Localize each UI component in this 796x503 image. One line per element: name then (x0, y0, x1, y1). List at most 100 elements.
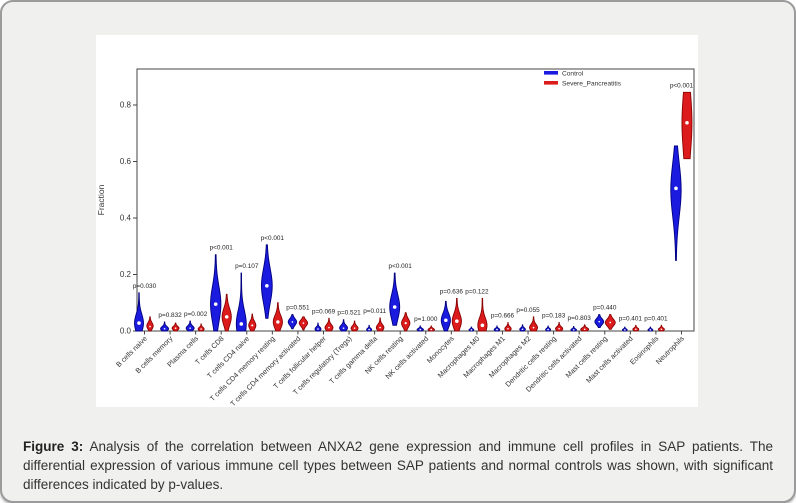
p-value-label: p=0.521 (337, 310, 361, 317)
legend-swatch (544, 71, 558, 75)
p-value-label: p=0.666 (491, 313, 515, 320)
p-value-label: p=0.183 (542, 313, 566, 320)
median-dot (189, 327, 191, 329)
median-dot (251, 324, 254, 327)
p-value-label: p=0.551 (286, 305, 310, 312)
violin-control (647, 326, 654, 332)
p-value-label: p=1.000 (414, 316, 438, 323)
violin-control (185, 320, 195, 332)
y-axis-label: Fraction (96, 184, 106, 215)
p-value-label: p<0.001 (210, 245, 234, 252)
p-value-label: p=0.122 (465, 289, 489, 296)
median-dot (419, 328, 422, 331)
median-dot (547, 328, 549, 331)
y-tick-label: 0.6 (120, 157, 132, 166)
violin-control (545, 325, 552, 332)
median-dot (317, 328, 319, 330)
median-dot (572, 329, 575, 331)
legend-item: Severe_Pancreatitis (544, 80, 622, 87)
p-value-label: p<0.001 (261, 235, 285, 242)
p-value-label: p=0.011 (363, 308, 386, 315)
violin-control (519, 324, 526, 332)
median-dot (609, 321, 612, 324)
chart-panel: 0.0 0.2 0.4 0.6 0.8 Fraction Control Severe_Pan… (96, 35, 698, 407)
p-value-label: p<0.001 (670, 82, 694, 89)
violin-control (134, 292, 144, 332)
violin-control (366, 324, 373, 332)
p-value-label: p<0.001 (389, 263, 413, 270)
median-dot (276, 320, 280, 324)
median-dot (674, 186, 678, 191)
violin-control (416, 325, 424, 332)
median-dot (174, 327, 177, 329)
median-dot (624, 329, 626, 331)
violin-sap (146, 316, 154, 332)
violin-sap (477, 298, 488, 332)
p-value-label: p=0.002 (184, 311, 208, 318)
violin-sap (197, 323, 205, 332)
p-value-label: p=0.636 (440, 289, 464, 296)
legend: Control Severe_Pancreatitis (544, 70, 622, 87)
x-tick-label: Neutrophils (654, 334, 686, 366)
violin-sap (632, 324, 640, 332)
violin-sap (555, 322, 564, 332)
violin-sap (350, 320, 359, 332)
violin-control (235, 272, 247, 332)
p-value-label: p=0.803 (568, 315, 592, 322)
median-dot (137, 321, 141, 325)
violin-sap (580, 324, 590, 332)
median-dot (558, 327, 560, 330)
median-dot (224, 315, 229, 319)
p-value-label: p=0.030 (133, 283, 157, 290)
median-dot (685, 120, 689, 125)
violin-control (210, 254, 222, 332)
violin-sap (272, 302, 283, 332)
median-dot (404, 321, 407, 325)
violin-sap (221, 293, 232, 332)
caption-label: Figure 3: (23, 438, 84, 454)
violin-control (339, 319, 349, 332)
violin-sap (657, 324, 665, 332)
median-dot (480, 323, 485, 328)
caption-text: Analysis of the correlation between ANXA… (23, 438, 773, 492)
median-dot (470, 329, 473, 331)
legend-item: Control (544, 70, 584, 77)
violin-control (440, 300, 451, 332)
p-value-label: p=0.069 (312, 308, 336, 315)
violin-control (570, 326, 577, 332)
median-dot (455, 319, 459, 323)
p-value-label: p=0.440 (593, 305, 617, 312)
median-dot (353, 327, 356, 329)
plot-border (136, 68, 695, 332)
median-dot (342, 327, 345, 329)
y-tick-label: 0.2 (120, 270, 132, 279)
x-tick-label: Mast cells activated (584, 334, 635, 385)
violin-sap (324, 317, 334, 332)
median-dot (649, 329, 652, 331)
median-dot (507, 327, 509, 330)
median-dot (265, 284, 269, 288)
median-dot (444, 318, 448, 323)
median-dot (532, 326, 535, 329)
violin-sap (375, 317, 385, 332)
violin-control (389, 272, 401, 326)
p-value-label: p=0.832 (158, 312, 182, 319)
legend-swatch (544, 81, 558, 85)
violin-plot: 0.0 0.2 0.4 0.6 0.8 Fraction Control Severe_Pan… (96, 68, 695, 407)
median-dot (660, 328, 663, 331)
y-tick-label: 0.8 (120, 101, 132, 110)
median-dot (392, 305, 397, 309)
median-dot (328, 326, 330, 329)
median-dot (149, 325, 151, 328)
violin-sap (171, 322, 180, 332)
median-dot (598, 320, 601, 323)
median-dot (213, 302, 218, 306)
p-value-label: p=0.107 (235, 263, 259, 270)
y-tick-label: 0.4 (120, 214, 132, 223)
p-value-label: p=0.401 (619, 315, 643, 322)
violin-sap (248, 313, 257, 332)
legend-label: Severe_Pancreatitis (562, 80, 622, 87)
violin-sap (681, 91, 693, 160)
median-dot (430, 328, 433, 331)
